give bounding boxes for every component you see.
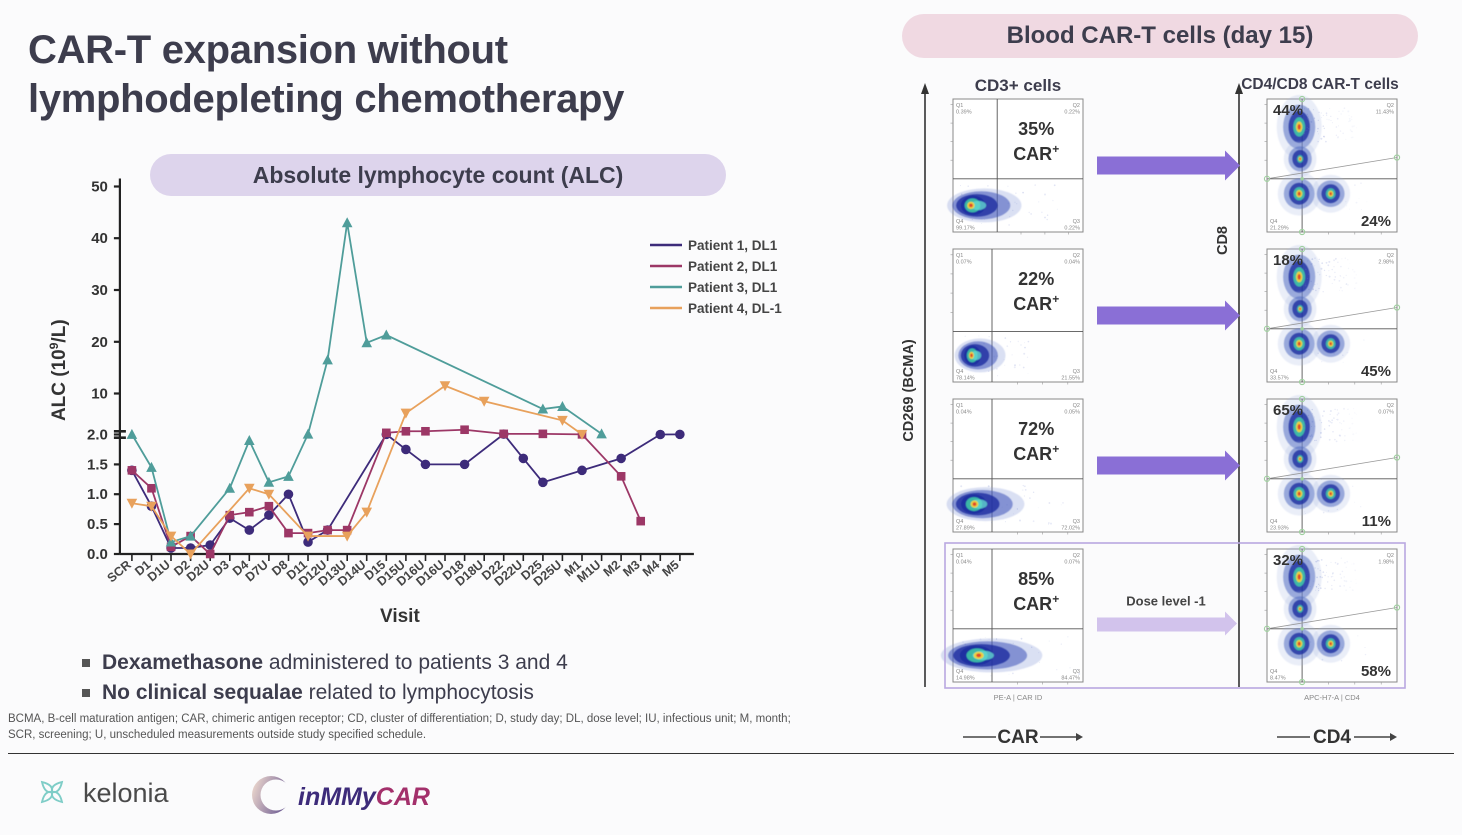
svg-text:85%: 85% (1018, 569, 1054, 589)
svg-text:21.29%: 21.29% (1270, 226, 1289, 232)
svg-text:22%: 22% (1018, 269, 1054, 289)
svg-text:84.47%: 84.47% (1061, 676, 1080, 682)
svg-text:72%: 72% (1018, 419, 1054, 439)
svg-text:CD8: CD8 (1215, 226, 1231, 255)
svg-text:Q2: Q2 (1387, 253, 1394, 259)
svg-text:Q1: Q1 (956, 553, 963, 559)
svg-text:Q4: Q4 (956, 369, 963, 375)
svg-text:CD269 (BCMA): CD269 (BCMA) (901, 339, 917, 441)
svg-text:0.07%: 0.07% (1064, 560, 1080, 566)
svg-text:14.98%: 14.98% (956, 676, 975, 682)
svg-text:23.93%: 23.93% (1270, 526, 1289, 532)
svg-text:0.04%: 0.04% (1064, 260, 1080, 266)
svg-text:Q3: Q3 (1073, 369, 1080, 375)
svg-text:Q2: Q2 (1073, 403, 1080, 409)
svg-text:APC-H7-A | CD4: APC-H7-A | CD4 (1304, 693, 1360, 702)
svg-text:27.89%: 27.89% (956, 526, 975, 532)
svg-text:PE-A | CAR ID: PE-A | CAR ID (994, 693, 1043, 702)
svg-text:Q2: Q2 (1387, 103, 1394, 109)
svg-text:Q4: Q4 (956, 519, 963, 525)
svg-text:0.22%: 0.22% (1064, 110, 1080, 116)
svg-text:33.57%: 33.57% (1270, 376, 1289, 382)
svg-text:0.07%: 0.07% (956, 260, 972, 266)
svg-text:Q4: Q4 (956, 219, 963, 225)
svg-text:21.55%: 21.55% (1061, 376, 1080, 382)
svg-text:Q3: Q3 (1073, 219, 1080, 225)
svg-text:78.14%: 78.14% (956, 376, 975, 382)
svg-text:Q4: Q4 (1270, 369, 1277, 375)
svg-text:Q2: Q2 (1073, 253, 1080, 259)
svg-text:65%: 65% (1273, 402, 1303, 419)
svg-text:45%: 45% (1361, 363, 1391, 380)
svg-text:0.07%: 0.07% (1378, 410, 1394, 416)
svg-text:Q4: Q4 (1270, 219, 1277, 225)
svg-text:Q2: Q2 (1387, 553, 1394, 559)
svg-text:0.04%: 0.04% (956, 560, 972, 566)
svg-text:CAR: CAR (997, 727, 1038, 748)
svg-text:Q1: Q1 (956, 253, 963, 259)
svg-text:Q4: Q4 (1270, 519, 1277, 525)
svg-text:Dose level -1: Dose level -1 (1126, 594, 1206, 609)
svg-text:24%: 24% (1361, 213, 1391, 230)
svg-text:CD4: CD4 (1313, 727, 1351, 748)
svg-text:11%: 11% (1362, 513, 1391, 530)
svg-text:18%: 18% (1273, 252, 1303, 269)
svg-text:Q1: Q1 (956, 403, 963, 409)
svg-text:Q1: Q1 (956, 103, 963, 109)
svg-text:58%: 58% (1361, 663, 1391, 680)
svg-text:0.04%: 0.04% (956, 410, 972, 416)
svg-text:0.22%: 0.22% (1064, 226, 1080, 232)
svg-text:Q2: Q2 (1387, 403, 1394, 409)
svg-text:44%: 44% (1273, 102, 1303, 119)
svg-text:Q3: Q3 (1073, 519, 1080, 525)
svg-text:35%: 35% (1018, 119, 1054, 139)
svg-text:0.05%: 0.05% (1064, 410, 1080, 416)
svg-text:Q2: Q2 (1073, 553, 1080, 559)
svg-text:Q4: Q4 (1270, 669, 1277, 675)
svg-text:1.98%: 1.98% (1378, 560, 1394, 566)
svg-text:99.17%: 99.17% (956, 226, 975, 232)
svg-text:Q2: Q2 (1073, 103, 1080, 109)
svg-text:11.43%: 11.43% (1376, 110, 1394, 116)
svg-text:2.98%: 2.98% (1378, 260, 1394, 266)
svg-text:8.47%: 8.47% (1270, 676, 1286, 682)
svg-text:Q4: Q4 (956, 669, 963, 675)
svg-text:72.02%: 72.02% (1061, 526, 1080, 532)
svg-text:0.39%: 0.39% (956, 110, 972, 116)
svg-text:32%: 32% (1273, 552, 1303, 569)
